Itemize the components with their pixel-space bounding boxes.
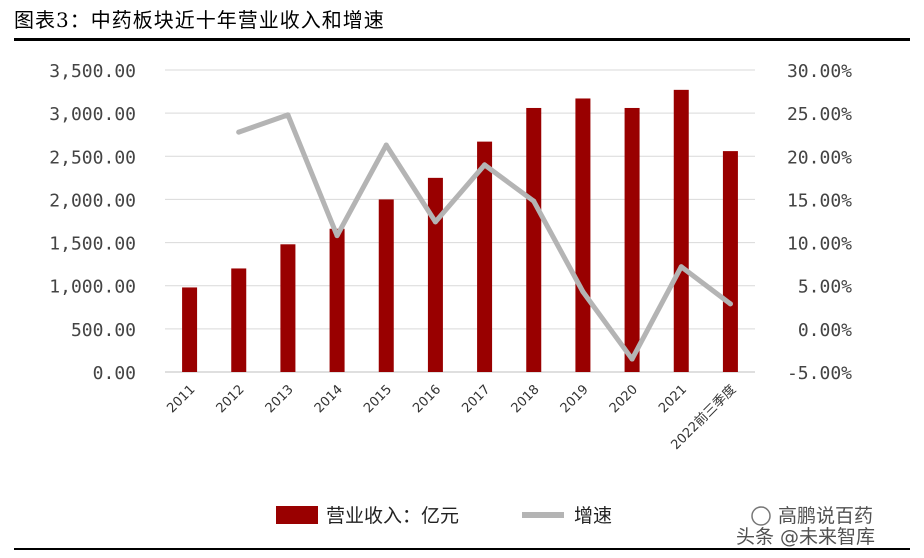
revenue-bars: [182, 89, 738, 373]
left-tick-label: 3,000.00: [49, 104, 136, 125]
x-tick-label: 2017: [459, 382, 493, 416]
revenue-bar: [280, 244, 296, 372]
revenue-bar: [477, 141, 493, 372]
x-tick-label: 2019: [558, 382, 592, 416]
x-tick-label: 2020: [607, 382, 641, 416]
watermark-line2: 头条 @未来智库: [736, 526, 875, 548]
right-tick-label: 30.00%: [787, 61, 852, 82]
revenue-bar: [329, 228, 345, 372]
revenue-bar: [427, 177, 443, 372]
legend-label-growth: 增速: [574, 505, 612, 527]
revenue-bar: [526, 107, 542, 373]
revenue-bar: [182, 287, 198, 372]
right-tick-label: 5.00%: [798, 277, 852, 298]
right-tick-label: 25.00%: [787, 104, 852, 125]
figure-title: 图表3：中药板块近十年营业收入和增速: [14, 8, 385, 32]
legend: 营业收入：亿元 增速: [276, 505, 612, 527]
x-tick-label: 2014: [312, 382, 346, 416]
growth-point: [383, 142, 389, 148]
revenue-bar: [378, 199, 394, 372]
revenue-bar: [575, 98, 591, 372]
top-rule: [14, 38, 910, 41]
left-tick-label: 1,500.00: [49, 234, 136, 255]
right-tick-label: 0.00%: [798, 320, 852, 341]
growth-point: [285, 112, 291, 118]
wechat-icon: [751, 506, 771, 526]
watermark: 高鹏说百药 头条 @未来智库: [736, 505, 875, 548]
revenue-bar: [722, 151, 738, 372]
gridlines: [165, 69, 755, 373]
left-tick-label: 500.00: [71, 320, 136, 341]
left-tick-label: 2,500.00: [49, 147, 136, 168]
growth-point: [678, 264, 684, 270]
left-tick-label: 1,000.00: [49, 277, 136, 298]
growth-point: [334, 233, 340, 239]
x-tick-label: 2021: [656, 382, 690, 416]
right-tick-label: 10.00%: [787, 234, 852, 255]
revenue-bar: [673, 89, 689, 373]
right-axis-ticks: -5.00% 0.00% 5.00% 10.00% 15.00% 20.00% 25.00%…: [787, 61, 852, 384]
growth-point: [531, 198, 537, 204]
x-tick-label: 2012: [214, 382, 248, 416]
x-tick-label: 2015: [361, 382, 395, 416]
revenue-bar: [624, 107, 640, 373]
right-tick-label: 20.00%: [787, 147, 852, 168]
x-tick-label: 2013: [263, 382, 297, 416]
left-tick-label: 3,500.00: [49, 61, 136, 82]
watermark-line1: 高鹏说百药: [778, 505, 873, 527]
left-tick-label: 0.00: [93, 363, 136, 384]
revenue-bar: [231, 268, 247, 372]
x-tick-label: 2011: [164, 382, 198, 416]
growth-point: [580, 289, 586, 295]
x-axis-ticks: 2011 2012 2013 2014 2015 2016 2017 2018 2019 2020…: [164, 382, 739, 453]
x-tick-label: 2016: [410, 382, 444, 416]
left-axis-ticks: 0.00 500.00 1,000.00 1,500.00 2,000.00 2,500.…: [49, 61, 136, 384]
growth-point: [629, 356, 635, 362]
bottom-rule: [14, 548, 910, 550]
right-tick-label: 15.00%: [787, 190, 852, 211]
legend-label-revenue: 营业收入：亿元: [326, 505, 459, 527]
right-tick-label: -5.00%: [787, 363, 852, 384]
legend-swatch-revenue: [276, 506, 318, 524]
growth-point: [482, 162, 488, 168]
left-tick-label: 2,000.00: [49, 190, 136, 211]
x-tick-label: 2018: [509, 382, 543, 416]
growth-point: [727, 301, 733, 307]
growth-point: [432, 219, 438, 225]
growth-point: [236, 129, 242, 135]
growth-line-group: [236, 112, 733, 362]
